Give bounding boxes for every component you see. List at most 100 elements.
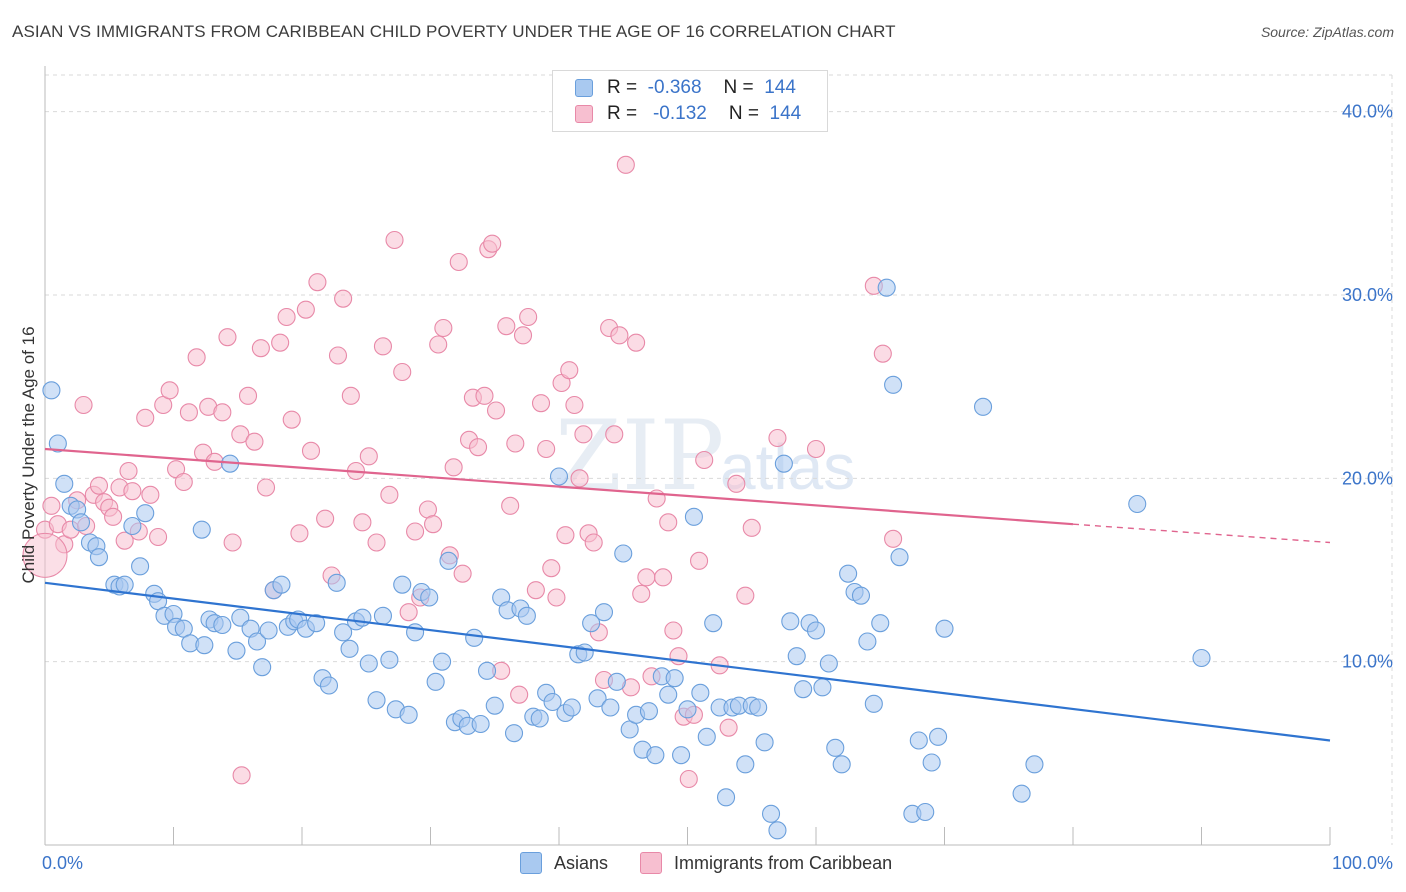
asian-point [549,467,569,486]
caribbean-point [556,526,575,545]
asian-point [582,614,601,633]
caribbean-point [565,395,584,415]
asian-point [864,694,883,713]
caribbean-point [380,485,399,504]
caribbean-point [232,766,251,785]
legend-label-asians: Asians [554,852,609,873]
caribbean-point [89,476,109,495]
asian-point [393,575,412,594]
caribbean-point [256,478,276,497]
asian-point [922,753,941,772]
asian-point [136,504,155,523]
caribbean-point [22,532,68,578]
asian-point [562,698,581,717]
asian-point [884,375,903,394]
caribbean-point [301,441,321,460]
asian-point [485,696,504,715]
caribbean-point [574,425,593,444]
y-tick-label: 20.0% [1342,468,1393,488]
caribbean-point [719,718,738,737]
caribbean-point [367,533,386,552]
asian-point [71,513,91,532]
y-tick-label: 10.0% [1342,652,1393,672]
asian-point [684,507,703,526]
asian-point [871,614,890,633]
asian-point [665,669,684,688]
y-tick-label: 40.0% [1342,102,1393,122]
asian-point [832,755,851,774]
asian-point [380,650,399,669]
caribbean-point [570,469,589,488]
asian-point [334,623,353,642]
asians-legend-swatch [520,852,542,874]
caribbean-point [424,515,443,534]
asian-point [247,632,267,651]
asian-point [272,575,291,594]
caribbean-point [119,461,138,481]
asian-point [353,608,372,627]
grid-lines [45,74,1393,845]
asian-point [794,680,813,699]
legend-row-caribbean: R = -0.132 N = 144 [575,101,801,127]
caribbean-point [399,603,418,622]
asian-point [594,603,614,622]
caribbean-point [385,230,404,250]
asian-point [890,548,909,567]
caribbean-point [277,307,296,327]
caribbean-point [115,531,134,550]
asian-point [465,628,484,647]
caribbean-point [160,381,179,400]
caribbean-point [238,386,258,405]
caribbean-point [334,289,353,308]
caribbean-point [231,425,250,444]
asian-point [253,658,272,677]
caribbean-point [690,551,709,570]
legend-item-caribbean[interactable]: Immigrants from Caribbean [640,852,892,874]
asian-point [697,727,716,746]
caribbean-legend-swatch [640,852,663,874]
caribbean-point [213,403,232,422]
caribbean-point [884,529,903,548]
caribbean-point [486,401,506,420]
caribbean-point [664,621,683,640]
caribbean-point [341,386,360,405]
caribbean-swatch [575,105,593,123]
caribbean-point [123,482,142,501]
asian-point [131,557,150,576]
y-axis-label: Child Poverty Under the Age of 16 [19,326,38,583]
series-legend: Asians Immigrants from Caribbean [520,852,924,874]
caribbean-point [475,386,494,405]
asian-point [1012,784,1031,803]
asian-point [774,454,793,473]
asian-point [851,586,871,605]
caribbean-point [290,524,309,543]
caribbean-point [316,509,335,528]
caribbean-point [42,496,61,515]
asian-point [858,632,877,651]
caribbean-point [434,318,453,338]
caribbean-point [501,496,520,515]
n-label: N = [723,77,754,98]
asian-point [787,647,806,666]
caribbean-point [531,394,551,413]
caribbean-point [873,344,892,363]
caribbean-point [282,410,301,429]
legend-label-caribbean: Immigrants from Caribbean [674,852,893,873]
caribbean-point [406,522,425,541]
caribbean-point [429,335,448,354]
asian-point [213,615,232,635]
caribbean-point [637,568,656,587]
asian-point [399,705,418,724]
asians-trend-line [44,581,1331,742]
r-value-asians: -0.368 [647,77,702,98]
asian-point [768,821,787,840]
caribbean-point [136,408,155,427]
caribbean-point [187,348,206,367]
caribbean-point [513,326,533,345]
caribbean-point [654,568,673,587]
asian-point [227,641,246,660]
asian-point [359,654,378,673]
legend-item-asians[interactable]: Asians [520,852,608,874]
asian-point [406,623,425,642]
asian-point [575,643,594,662]
